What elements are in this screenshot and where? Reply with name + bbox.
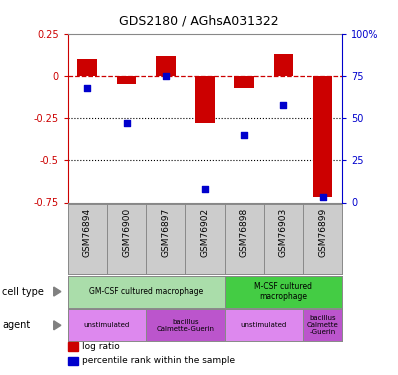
Text: cell type: cell type xyxy=(2,286,44,297)
Text: GDS2180 / AGhsA031322: GDS2180 / AGhsA031322 xyxy=(119,14,279,27)
Text: percentile rank within the sample: percentile rank within the sample xyxy=(82,356,235,365)
Text: GSM76900: GSM76900 xyxy=(122,208,131,257)
Text: bacillus
Calmette-Guerin: bacillus Calmette-Guerin xyxy=(156,319,215,332)
Text: unstimulated: unstimulated xyxy=(241,322,287,328)
Point xyxy=(320,194,326,200)
Text: GSM76899: GSM76899 xyxy=(318,208,327,257)
Text: M-CSF cultured
macrophage: M-CSF cultured macrophage xyxy=(254,282,312,301)
Bar xyxy=(146,309,224,341)
Text: agent: agent xyxy=(2,320,30,330)
Point xyxy=(84,85,90,91)
Bar xyxy=(195,76,215,123)
Bar xyxy=(68,309,146,341)
Point xyxy=(162,73,169,79)
Bar xyxy=(303,309,342,341)
Text: GSM76897: GSM76897 xyxy=(161,208,170,257)
Bar xyxy=(273,54,293,76)
Bar xyxy=(117,76,136,84)
Point xyxy=(241,132,248,138)
Text: GSM76894: GSM76894 xyxy=(83,208,92,257)
Point xyxy=(280,102,287,108)
Bar xyxy=(234,76,254,88)
Bar xyxy=(313,76,332,197)
Bar xyxy=(78,59,97,76)
Bar xyxy=(224,276,342,308)
Bar xyxy=(156,56,176,76)
Text: GSM76903: GSM76903 xyxy=(279,208,288,257)
Point xyxy=(123,120,130,126)
Point xyxy=(202,186,208,192)
Text: unstimulated: unstimulated xyxy=(84,322,130,328)
Text: log ratio: log ratio xyxy=(82,342,119,351)
Text: bacillus
Calmette
-Guerin: bacillus Calmette -Guerin xyxy=(307,315,339,335)
Text: GSM76902: GSM76902 xyxy=(201,208,209,257)
Text: GSM76898: GSM76898 xyxy=(240,208,249,257)
Bar xyxy=(224,309,303,341)
Bar xyxy=(68,276,224,308)
Text: GM-CSF cultured macrophage: GM-CSF cultured macrophage xyxy=(89,287,203,296)
